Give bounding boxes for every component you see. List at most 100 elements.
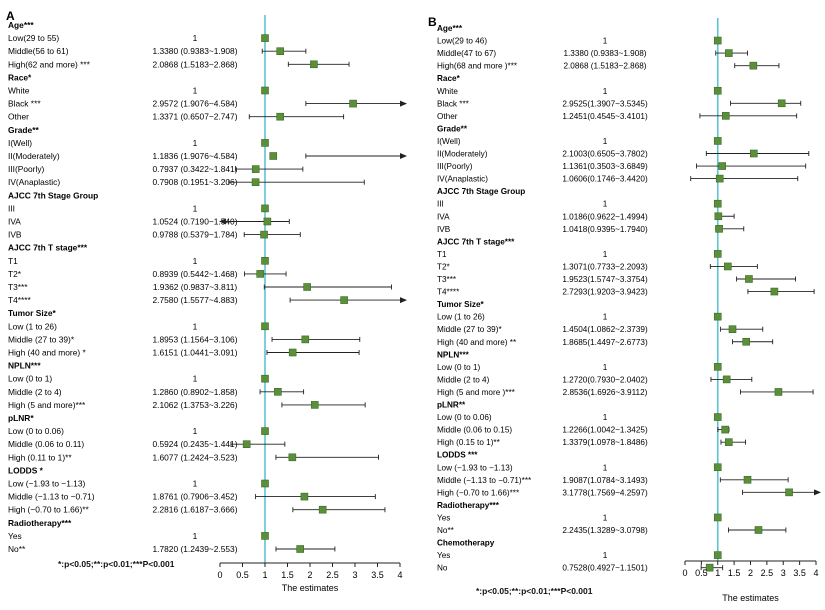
point-estimate [261, 479, 269, 488]
point-estimate [713, 463, 722, 472]
estimate-text: 0.9788 (0.5379~1.784) [153, 230, 238, 240]
point-estimate [296, 545, 304, 553]
row-label: Other [437, 112, 458, 121]
group-header: Tumor Size* [437, 300, 485, 309]
estimate-text: 1.8685(1.4497~2.6773) [562, 338, 648, 347]
x-tick-label: 1 [715, 568, 720, 578]
estimate-text: 1.2266(1.0042~1.3425) [562, 426, 648, 435]
point-estimate [721, 112, 730, 120]
point-estimate [261, 322, 269, 331]
x-tick-label: 3 [781, 568, 786, 578]
group-header: Age*** [437, 24, 463, 33]
row-label: No** [437, 526, 455, 535]
footnote-b: *:p<0.05;**:p<0.01;***P<0.001 [476, 586, 593, 596]
row-label: Middle (27 to 39)* [8, 334, 75, 344]
estimate-text: 1.2720(0.7930~2.0402) [562, 375, 648, 384]
point-estimate [310, 401, 319, 409]
point-estimate [770, 287, 779, 296]
estimate-text: 1.2860 (0.8902~1.858) [153, 387, 238, 397]
estimate-text: 1 [193, 203, 198, 213]
point-estimate [718, 162, 727, 170]
row-label: Middle (27 to 39)* [437, 325, 502, 334]
estimate-text: 1.9362 (0.9837~3.811) [153, 282, 238, 292]
x-tick-label: 3.5 [371, 570, 384, 580]
point-estimate [725, 438, 733, 446]
estimate-text: 0.7908 (0.1951~3.206) [153, 177, 238, 187]
group-header: NPLN*** [8, 361, 41, 371]
x-tick-label: 0.5 [695, 568, 708, 578]
group-header: Radiotherapy*** [8, 518, 72, 528]
estimate-text: 1.0418(0.9395~1.7940) [562, 225, 648, 234]
estimate-text: 1.4504(1.0862~2.3739) [562, 325, 648, 334]
estimate-text: 1 [603, 463, 608, 472]
point-estimate [261, 532, 269, 540]
point-estimate [749, 61, 758, 70]
point-estimate [713, 36, 722, 45]
point-estimate [713, 551, 722, 559]
x-tick-label: 0.5 [236, 570, 249, 580]
row-label: High (5 and more)*** [8, 400, 86, 410]
group-header: Race* [8, 72, 32, 82]
row-label: Middle (−1.13 to −0.71) [8, 492, 95, 502]
row-label: III(Poorly) [437, 162, 473, 171]
panel-label: B [428, 15, 437, 29]
row-label: High (0.15 to 1)** [437, 438, 501, 447]
row-label: III [8, 203, 15, 213]
row-label: IVB [437, 225, 451, 234]
estimate-text: 1.9087(1.0784~3.1493) [562, 476, 648, 485]
point-estimate [713, 250, 722, 258]
group-header: AJCC 7th T stage*** [8, 243, 88, 253]
point-estimate [715, 225, 723, 233]
row-label: T1 [437, 250, 447, 259]
point-estimate [261, 256, 269, 265]
estimate-text: 0.7528(0.4927~1.1501) [562, 564, 648, 573]
row-label: High(62 and more) *** [8, 59, 91, 69]
point-estimate [261, 34, 269, 42]
estimate-text: 1 [193, 138, 198, 148]
point-estimate [754, 526, 763, 534]
row-label: Low(29 to 46) [437, 37, 487, 46]
estimate-text: 1.7820 (1.2439~2.553) [153, 544, 238, 554]
point-estimate [745, 275, 753, 283]
row-label: I(Well) [437, 137, 461, 146]
row-label: High (40 and more) ** [437, 338, 517, 347]
estimate-text: 0.8939 (0.5442~1.468) [153, 269, 238, 279]
point-estimate [260, 230, 268, 239]
estimate-text: 1.0606(0.1746~3.4420) [562, 175, 648, 184]
estimate-text: 1.3379(1.0978~1.8486) [562, 438, 648, 447]
estimate-text: 1 [193, 479, 198, 489]
point-estimate [261, 86, 269, 95]
row-label: High (40 and more) * [8, 348, 86, 358]
row-label: T3*** [437, 275, 457, 284]
x-tick-label: 4 [813, 568, 818, 578]
estimate-text: 1 [603, 551, 608, 560]
estimate-text: 2.0868 (1.5183~2.868) [153, 59, 238, 69]
estimate-text: 2.7580 (1.5577~4.883) [153, 295, 238, 305]
estimate-text: 2.9572 (1.9076~4.584) [153, 99, 238, 109]
x-tick-label: 1.5 [728, 568, 741, 578]
estimate-text: 3.1778(1.7569~4.2597) [562, 488, 648, 497]
point-estimate [749, 149, 758, 158]
estimate-text: 1 [193, 86, 198, 96]
row-label: No [437, 564, 448, 573]
group-header: Age*** [8, 20, 34, 30]
row-label: IVA [437, 212, 450, 221]
point-estimate [263, 217, 272, 226]
point-estimate [742, 337, 750, 346]
point-estimate [722, 375, 731, 384]
point-estimate [300, 492, 309, 501]
row-label: Low (0 to 1) [8, 374, 52, 384]
row-label: Middle (0.06 to 0.11) [8, 439, 84, 449]
estimate-text: 1 [603, 513, 608, 522]
row-label: Other [8, 112, 29, 122]
group-header: LODDS * [8, 465, 44, 475]
row-label: IV(Anaplastic) [437, 175, 488, 184]
row-label: White [437, 87, 458, 96]
estimate-text: 1.0186(0.9622~1.4994) [562, 212, 648, 221]
group-header: Race* [437, 74, 461, 83]
point-estimate [256, 270, 265, 278]
point-estimate [777, 99, 786, 108]
point-estimate [713, 513, 722, 522]
row-label: II(Moderately) [8, 151, 60, 161]
estimate-text: 2.0868 (1.5183~2.868) [563, 62, 646, 71]
